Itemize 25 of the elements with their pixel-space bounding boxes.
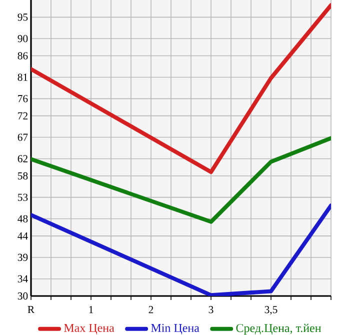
y-tick-label: 44 bbox=[18, 232, 28, 240]
x-tick-label: 1 bbox=[89, 306, 94, 314]
legend-label: Max Цена bbox=[64, 324, 114, 334]
line-series bbox=[31, 3, 332, 174]
x-tick-label: 3 bbox=[208, 306, 214, 314]
x-tick-label: R bbox=[28, 306, 35, 314]
x-tick-label: 2 bbox=[148, 306, 154, 314]
y-tick-label: 72 bbox=[18, 112, 28, 120]
y-tick-label: 48 bbox=[18, 215, 28, 222]
y-tick-label: 39 bbox=[18, 254, 28, 261]
y-tick-label: 58 bbox=[18, 172, 28, 180]
legend-label: Сред.Цена, т.йен bbox=[236, 324, 322, 335]
line-series bbox=[31, 136, 332, 224]
y-tick-label: 34 bbox=[18, 275, 28, 282]
legend-label: Min Цена bbox=[151, 324, 200, 334]
y-tick-label: 62 bbox=[18, 155, 28, 162]
y-tick-label: 86 bbox=[18, 52, 28, 60]
y-tick-label: 81 bbox=[18, 74, 28, 81]
y-tick-label: 67 bbox=[18, 134, 28, 141]
y-tick-label: 30 bbox=[18, 292, 28, 300]
x-tick-label: 3,5 bbox=[264, 306, 278, 315]
y-tick-label: 53 bbox=[18, 194, 28, 201]
y-tick-label: 95 bbox=[18, 14, 28, 21]
y-tick-label: 90 bbox=[18, 35, 28, 42]
y-tick-label: 76 bbox=[18, 95, 28, 102]
